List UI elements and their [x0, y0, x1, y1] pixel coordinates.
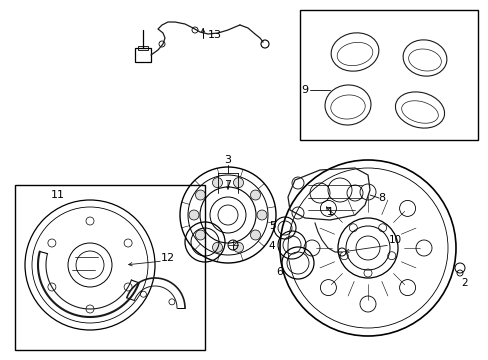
Bar: [299, 10, 477, 140]
Text: 10: 10: [387, 235, 401, 245]
Circle shape: [250, 190, 260, 200]
Circle shape: [250, 230, 260, 240]
Text: 4: 4: [268, 241, 275, 251]
Text: 2: 2: [461, 278, 468, 288]
Circle shape: [212, 178, 222, 188]
Circle shape: [195, 230, 205, 240]
Circle shape: [257, 210, 266, 220]
Bar: [135, 48, 151, 62]
Text: 13: 13: [207, 30, 222, 40]
Bar: [138, 46, 148, 50]
Bar: [15, 185, 204, 350]
Circle shape: [233, 178, 243, 188]
Text: 7: 7: [224, 180, 231, 190]
Circle shape: [233, 242, 243, 252]
Circle shape: [195, 190, 205, 200]
Text: 1: 1: [326, 207, 333, 217]
Circle shape: [189, 210, 199, 220]
Text: 3: 3: [224, 155, 231, 165]
Text: 12: 12: [161, 253, 175, 263]
Text: 5: 5: [268, 221, 275, 231]
Text: 8: 8: [378, 193, 385, 203]
Text: 6: 6: [276, 267, 283, 277]
Text: 11: 11: [51, 190, 65, 200]
Circle shape: [212, 242, 222, 252]
Text: 9: 9: [301, 85, 308, 95]
